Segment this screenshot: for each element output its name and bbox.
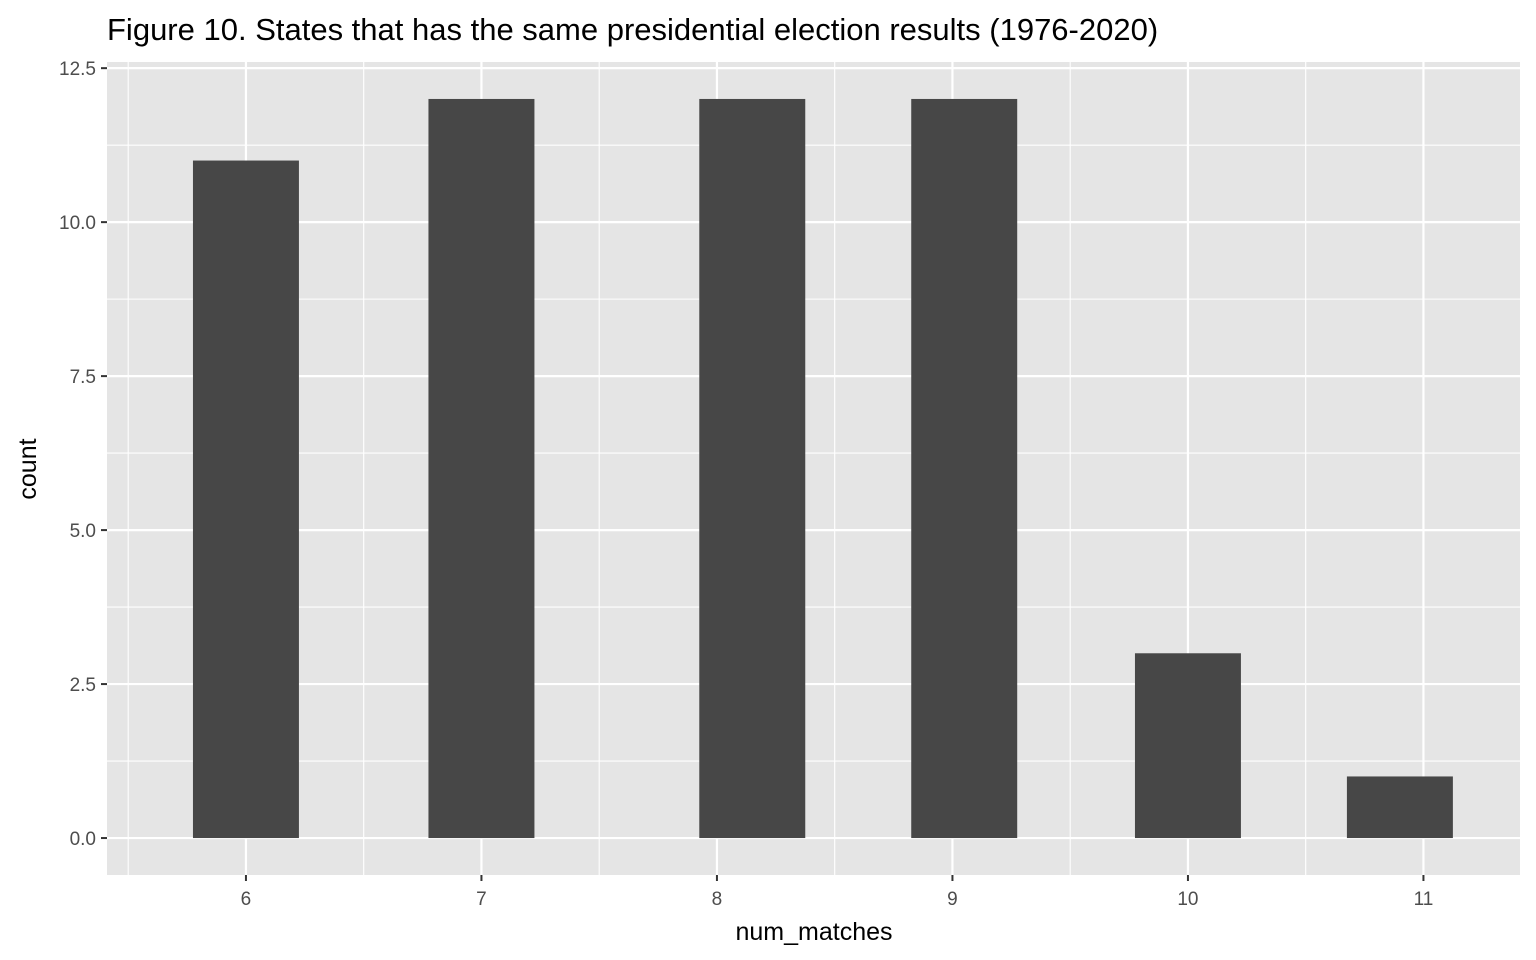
minor-gridlines: [107, 62, 1520, 875]
x-tick-label: 9: [947, 889, 958, 910]
y-tick-label: 12.5: [59, 59, 96, 80]
bar: [1346, 776, 1453, 839]
x-axis: 6 7 8 9 10 11: [241, 875, 1434, 910]
y-axis-title: count: [14, 438, 42, 499]
x-tick-label: 10: [1177, 889, 1198, 910]
bar: [699, 98, 806, 839]
bars: [192, 98, 1453, 839]
bar: [911, 98, 1018, 839]
y-axis: 0.0 2.5 5.0 7.5 10.0 12.5: [59, 59, 107, 850]
plot-panel: [107, 62, 1520, 875]
y-tick-label: 10.0: [59, 213, 96, 234]
bar: [428, 98, 535, 839]
bar: [1134, 653, 1241, 839]
y-tick-label: 0.0: [70, 829, 96, 850]
y-tick-label: 7.5: [70, 367, 96, 388]
y-tick-label: 2.5: [70, 675, 96, 696]
x-tick-label: 7: [476, 889, 487, 910]
x-tick-label: 6: [241, 889, 252, 910]
y-tick-label: 5.0: [70, 521, 96, 542]
bar: [192, 160, 299, 839]
chart-title: Figure 10. States that has the same pres…: [107, 12, 1158, 47]
x-tick-label: 8: [712, 889, 723, 910]
x-tick-label: 11: [1414, 889, 1434, 910]
x-axis-title: num_matches: [735, 918, 892, 946]
